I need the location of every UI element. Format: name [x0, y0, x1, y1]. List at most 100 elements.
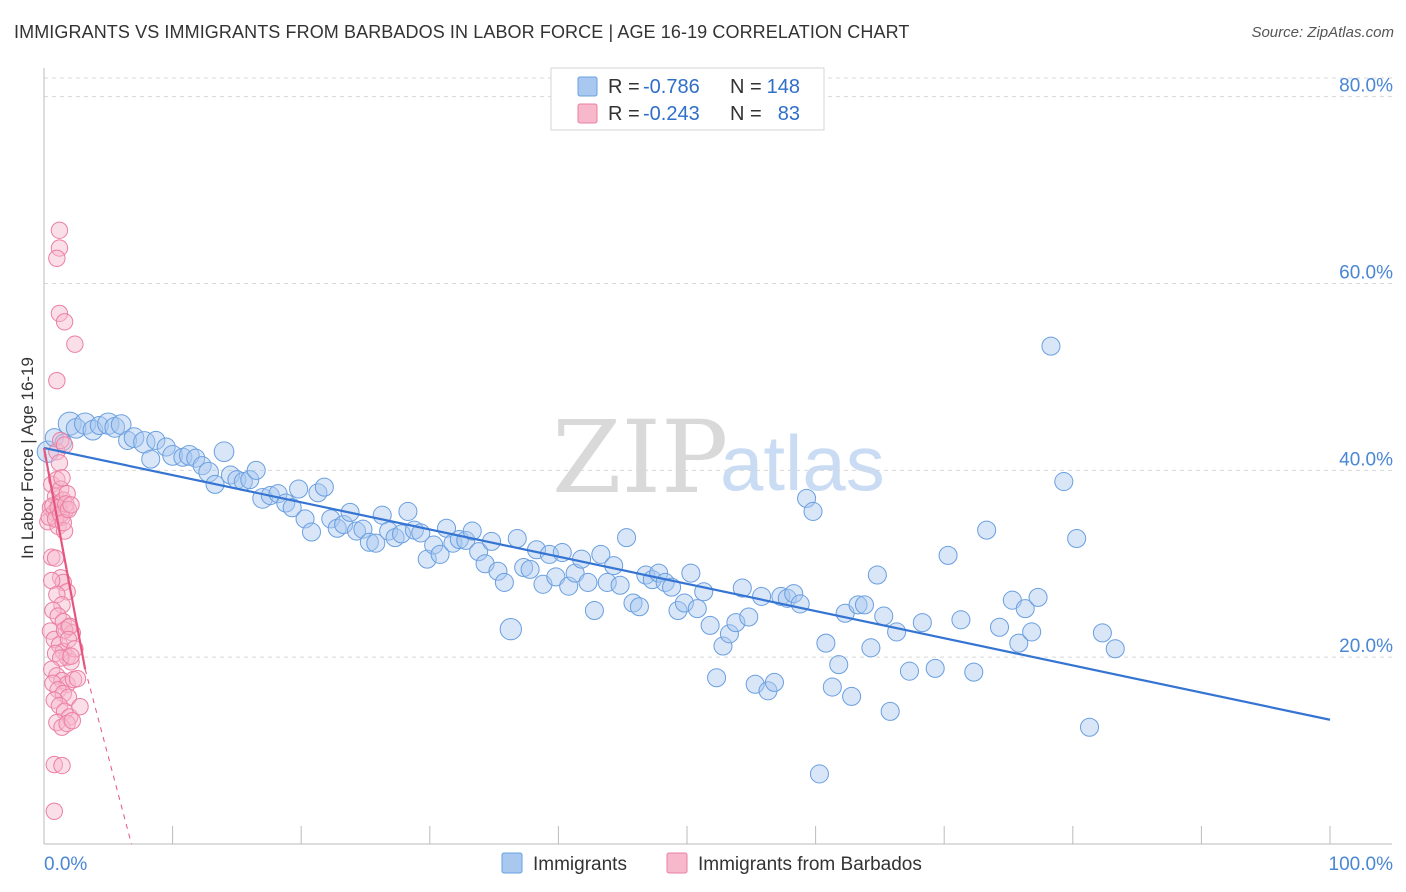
point-immigrants — [494, 572, 514, 592]
point-barbados — [53, 756, 71, 775]
point-barbados — [50, 221, 69, 239]
bottom-legend-swatch-barbados — [666, 852, 688, 874]
axes: 20.0% 40.0% 60.0% 80.0% 0.0% 100.0% — [43, 68, 1393, 875]
point-immigrants — [1028, 587, 1048, 607]
point-immigrants — [1041, 336, 1061, 356]
point-immigrants — [578, 572, 598, 592]
point-immigrants — [964, 662, 984, 682]
point-immigrants — [989, 617, 1010, 637]
point-immigrants — [430, 544, 450, 564]
point-immigrants — [591, 544, 611, 564]
legend-r-label: R = — [608, 103, 640, 125]
point-immigrants — [398, 501, 418, 521]
point-immigrants — [565, 563, 585, 583]
point-immigrants — [417, 549, 437, 569]
point-barbados — [62, 647, 80, 665]
point-barbados — [71, 697, 89, 716]
point-immigrants — [674, 593, 694, 613]
point-barbados — [53, 469, 71, 487]
point-barbados — [41, 622, 60, 640]
point-immigrants — [424, 535, 444, 555]
trend-line-barbados — [42, 447, 87, 670]
point-immigrants — [1067, 529, 1087, 549]
y-axis-label: In Labor Force | Age 16-19 — [18, 357, 37, 559]
point-immigrants — [623, 593, 643, 613]
point-immigrants — [507, 529, 527, 549]
watermark: ZIP atlas — [552, 399, 885, 516]
source-label: Source: ZipAtlas.com — [1251, 24, 1394, 41]
point-immigrants — [880, 701, 900, 721]
point-barbados — [45, 691, 63, 709]
point-immigrants — [707, 668, 727, 688]
legend-n-label: N = — [730, 103, 762, 125]
point-immigrants — [848, 595, 868, 615]
trend-lines — [42, 446, 1331, 845]
bottom-legend-swatch-immigrants — [501, 852, 523, 874]
point-barbados — [68, 669, 87, 688]
point-immigrants — [192, 456, 212, 476]
point-immigrants — [213, 441, 235, 462]
point-immigrants — [1054, 472, 1074, 492]
point-immigrants — [867, 565, 887, 585]
y-tick-label: 40.0% — [1339, 449, 1393, 470]
point-immigrants — [816, 633, 836, 653]
point-immigrants — [726, 613, 746, 633]
legend-bottom: Immigrants Immigrants from Barbados — [501, 852, 922, 875]
point-immigrants — [146, 430, 166, 450]
point-immigrants — [44, 428, 64, 448]
point-immigrants — [366, 533, 386, 553]
point-immigrants — [604, 556, 624, 576]
trend-extension-barbados — [84, 669, 132, 845]
point-immigrants — [178, 445, 200, 466]
legend-swatch-barbados — [577, 103, 598, 124]
point-immigrants — [1009, 633, 1029, 653]
point-barbados — [44, 601, 62, 620]
point-immigrants — [1092, 623, 1112, 643]
point-immigrants — [391, 524, 412, 544]
point-immigrants — [874, 606, 894, 626]
legend-r-value: -0.786 — [643, 76, 700, 98]
legend-top: R = -0.786 N = 148 R = -0.243 N = 83 — [550, 67, 825, 131]
point-immigrants — [314, 477, 334, 497]
legend-n-value: 83 — [778, 103, 800, 125]
point-barbados — [50, 454, 69, 472]
point-immigrants — [1022, 622, 1042, 642]
data-points — [36, 221, 1125, 821]
point-barbados — [62, 496, 80, 514]
point-immigrants — [186, 448, 206, 468]
point-immigrants — [54, 433, 72, 452]
point-immigrants — [829, 655, 849, 675]
legend-r-label: R = — [608, 76, 640, 98]
point-barbados — [48, 249, 66, 267]
point-barbados — [53, 596, 71, 614]
point-barbados — [45, 802, 63, 821]
point-immigrants — [719, 624, 739, 644]
point-immigrants — [301, 522, 322, 542]
legend-r-value: -0.243 — [643, 103, 700, 125]
point-immigrants — [546, 567, 566, 587]
point-immigrants — [668, 600, 688, 620]
point-immigrants — [246, 460, 266, 480]
watermark-atlas: atlas — [720, 419, 885, 507]
point-barbados — [63, 711, 81, 730]
point-immigrants — [359, 532, 379, 552]
point-immigrants — [629, 597, 649, 617]
point-immigrants — [141, 449, 161, 469]
chart-title: IMMIGRANTS VS IMMIGRANTS FROM BARBADOS I… — [14, 22, 910, 42]
y-tick-label: 60.0% — [1339, 263, 1393, 284]
point-barbados — [66, 335, 84, 353]
point-immigrants — [938, 545, 958, 565]
point-barbados — [59, 630, 78, 649]
y-tick-label: 80.0% — [1339, 76, 1393, 97]
point-immigrants — [156, 437, 176, 457]
point-immigrants — [240, 470, 260, 490]
point-immigrants — [321, 509, 341, 529]
point-immigrants — [687, 599, 707, 619]
point-immigrants — [951, 610, 971, 630]
bottom-legend-label-immigrants: Immigrants — [533, 854, 627, 875]
point-immigrants — [842, 686, 862, 706]
point-immigrants — [752, 586, 772, 606]
point-immigrants — [89, 415, 109, 436]
point-immigrants — [925, 658, 945, 678]
point-immigrants — [784, 584, 804, 604]
